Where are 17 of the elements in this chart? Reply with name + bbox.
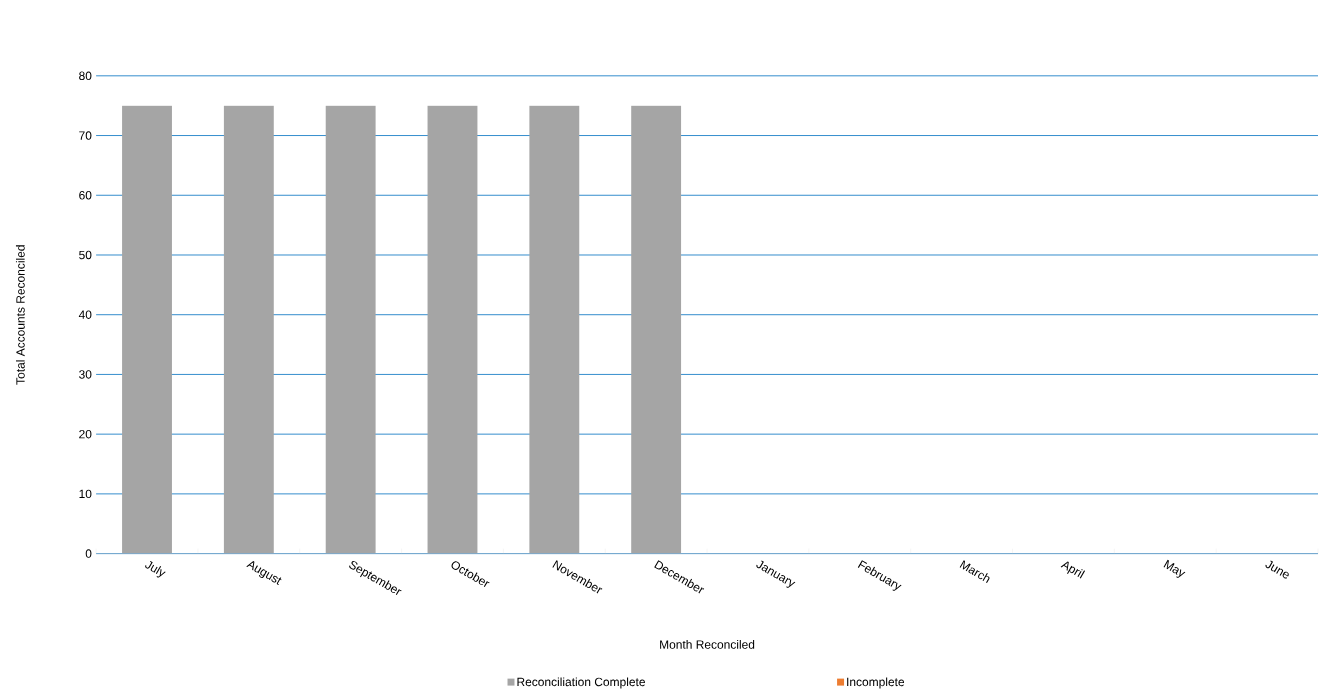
y-tick-label: 80 (79, 71, 92, 80)
y-tick-label: 0 (85, 549, 92, 558)
y-tick-label: 50 (79, 250, 92, 260)
legend-label: Reconciliation Complete (517, 677, 645, 689)
x-tick-label: July (145, 560, 166, 578)
y-tick-label: 10 (79, 489, 92, 498)
x-tick-label: May (1163, 559, 1186, 578)
legend-label: Incomplete (847, 677, 905, 689)
x-tick-label: June (1265, 560, 1289, 579)
y-tick-label: 40 (78, 310, 92, 319)
y-tick-label: 60 (79, 190, 92, 200)
y-tick-label: 30 (79, 370, 92, 379)
y-axis-title: Total Accounts Reconciled (15, 245, 25, 385)
x-axis-title: Month Reconciled (660, 639, 755, 649)
y-tick-label: 20 (79, 429, 92, 439)
x-tick-label: April (1060, 561, 1086, 579)
y-tick-label: 70 (79, 131, 92, 140)
